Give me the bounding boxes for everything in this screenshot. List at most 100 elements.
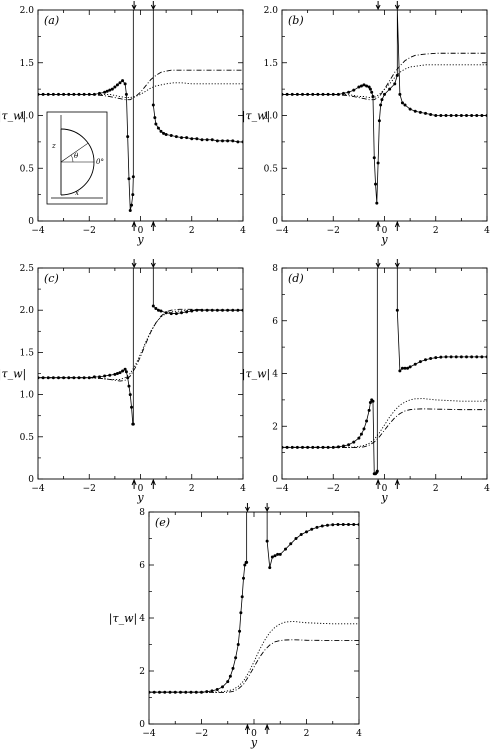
data-point	[316, 92, 320, 96]
data-point	[470, 355, 474, 359]
x-tick-label: 2	[433, 226, 439, 236]
data-point	[169, 312, 173, 316]
data-point	[439, 355, 443, 359]
y-tick-label: 4	[139, 614, 145, 624]
data-point	[459, 355, 463, 359]
x-tick-label: −2	[83, 484, 96, 494]
data-point	[362, 83, 366, 87]
data-point	[365, 84, 369, 88]
data-point	[285, 92, 289, 96]
data-point	[470, 114, 474, 117]
data-point	[388, 87, 392, 91]
data-point	[429, 112, 433, 116]
data-point	[379, 103, 383, 107]
data-point	[103, 90, 107, 94]
x-tick-label: 4	[356, 729, 362, 739]
data-point	[368, 401, 372, 405]
data-point	[124, 370, 128, 374]
data-point	[159, 129, 163, 133]
data-point	[413, 362, 417, 366]
data-point	[359, 432, 363, 436]
data-point	[375, 201, 379, 205]
data-point	[449, 114, 453, 117]
y-tick-label: 8	[139, 508, 145, 518]
arrow-marker-bottom	[244, 723, 250, 734]
y-tick-label: 2.0	[20, 6, 35, 16]
arrow-marker-top	[131, 259, 137, 269]
series-line-dotted	[149, 620, 359, 693]
x-tick-label: 0	[251, 729, 257, 739]
data-point	[41, 92, 45, 96]
data-point	[485, 355, 487, 359]
data-point	[118, 371, 122, 375]
data-point	[162, 131, 166, 135]
x-axis-label: y	[136, 491, 144, 504]
y-tick-label: 2.0	[264, 6, 279, 16]
x-tick-label: 2	[189, 226, 195, 236]
data-point	[347, 90, 351, 94]
data-point	[131, 193, 135, 197]
data-point	[151, 103, 155, 107]
x-axis-label: y	[136, 233, 144, 246]
data-point	[215, 688, 219, 692]
data-point	[115, 83, 119, 87]
data-point	[393, 82, 397, 86]
data-point	[228, 674, 232, 678]
panel-e: −4 −2 0 2 4 0 2 4 6 8 y |τ_w| (e)	[109, 503, 362, 749]
data-point	[243, 563, 247, 567]
data-point	[154, 307, 158, 311]
data-point	[98, 375, 101, 379]
data-point	[210, 689, 214, 693]
data-point	[347, 522, 350, 526]
y-tick-label: 1.5	[264, 59, 279, 69]
arrow-marker-bottom	[375, 478, 381, 489]
data-point	[475, 355, 479, 359]
y-axis-label: |τ_w|	[242, 110, 270, 124]
data-point	[128, 393, 132, 397]
data-point	[439, 114, 443, 117]
data-point	[205, 138, 209, 142]
data-point	[185, 136, 189, 140]
x-tick-label: 4	[484, 484, 490, 494]
data-point	[153, 116, 157, 120]
data-point	[342, 444, 345, 448]
data-point	[444, 355, 448, 359]
data-point	[103, 374, 107, 378]
data-point	[169, 134, 173, 138]
data-point	[278, 552, 282, 556]
data-point	[362, 427, 366, 431]
data-point	[131, 175, 135, 179]
arrow-marker-top	[394, 1, 400, 11]
data-point	[185, 310, 189, 314]
data-point	[347, 443, 351, 447]
data-point	[398, 92, 402, 96]
data-point	[357, 436, 361, 440]
arrow-marker-bottom	[131, 478, 137, 489]
data-point	[434, 356, 438, 360]
data-point	[352, 440, 356, 444]
series-group	[149, 512, 359, 694]
series-line-dotted	[282, 398, 487, 448]
data-point	[173, 690, 177, 694]
data-point	[174, 312, 178, 316]
data-point	[118, 81, 122, 85]
data-point	[408, 365, 412, 369]
x-axis-label: y	[380, 233, 388, 246]
arrow-marker-top	[375, 259, 381, 269]
data-point	[108, 373, 112, 377]
inset-ray-theta	[60, 142, 89, 163]
x-tick-label: −2	[327, 484, 340, 494]
data-point	[316, 445, 320, 449]
data-point	[159, 309, 163, 313]
data-point	[376, 161, 380, 165]
data-point	[424, 358, 427, 362]
series-line-solid-dots	[149, 512, 359, 693]
arrow-marker-top	[244, 503, 250, 513]
inset-label-1: θ	[74, 152, 79, 160]
data-point	[105, 89, 109, 93]
x-tick-label: −2	[83, 226, 96, 236]
data-point	[124, 92, 128, 96]
x-tick-label: 0	[138, 226, 144, 236]
data-point	[215, 139, 219, 143]
